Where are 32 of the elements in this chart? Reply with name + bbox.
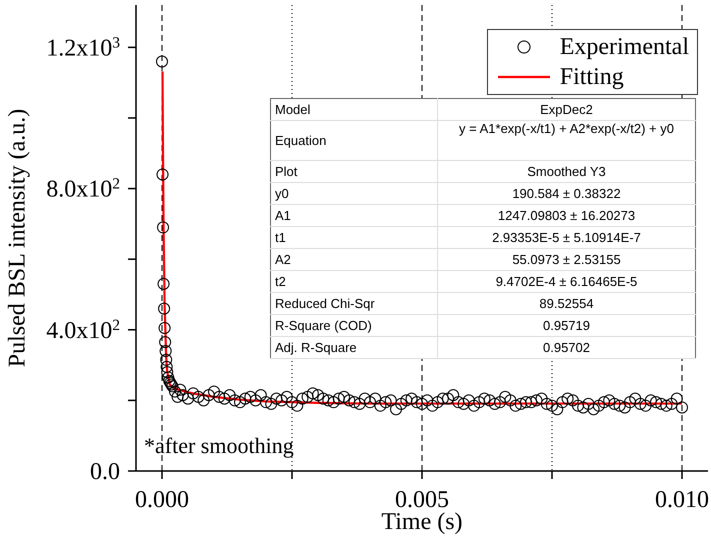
x-tick-label: 0.010 bbox=[655, 487, 709, 513]
annotation: 55.0973 ± 2.53155 bbox=[511, 250, 622, 268]
annotation: *after smoothing bbox=[144, 433, 294, 459]
annotation: A2 bbox=[270, 248, 438, 270]
annotation: 190.584 ± 0.38322 bbox=[511, 184, 622, 202]
annotation: t2 bbox=[270, 270, 438, 292]
annotation: Reduced Chi-Sqr bbox=[270, 292, 438, 314]
annotation: Plot bbox=[270, 160, 438, 182]
annotation: 0.95702 bbox=[542, 338, 591, 356]
legend-label: Fitting bbox=[560, 64, 624, 90]
y-tick-label: 1.2x10$^{3}$ bbox=[46, 34, 120, 62]
legend-label: Experimental bbox=[560, 34, 689, 60]
y-tick-label: 4.0x10$^{2}$ bbox=[46, 316, 120, 344]
annotation: ExpDec2 bbox=[539, 100, 594, 119]
annotation: 1247.09803 ± 16.20273 bbox=[496, 206, 636, 224]
annotation: 2.93353E-5 ± 5.10914E-7 bbox=[491, 228, 642, 246]
annotation: 0.95719 bbox=[542, 316, 591, 334]
annotation: 9.4702E-4 ± 6.16465E-5 bbox=[494, 272, 638, 290]
annotation: 89.52554 bbox=[538, 294, 595, 312]
annotation: Smoothed Y3 bbox=[526, 162, 607, 180]
annotation: y0 bbox=[270, 182, 438, 204]
annotation: Model bbox=[270, 98, 438, 120]
y-tick-label: 8.0x10$^{2}$ bbox=[46, 175, 120, 203]
y-tick-label: 0.0 bbox=[90, 459, 120, 485]
annotation: Adj. R-Square bbox=[270, 336, 438, 358]
annotation: t1 bbox=[270, 226, 438, 248]
annotation: A1 bbox=[270, 204, 438, 226]
y-axis-title: Pulsed BSL intensity (a.u.) bbox=[4, 108, 31, 368]
annotation: y = A1*exp(-x/t1) + A2*exp(-x/t2) + y0 bbox=[458, 120, 675, 138]
annotation: Equation bbox=[270, 120, 438, 160]
x-tick-label: 0.000 bbox=[135, 487, 189, 513]
annotation: R-Square (COD) bbox=[270, 314, 438, 336]
